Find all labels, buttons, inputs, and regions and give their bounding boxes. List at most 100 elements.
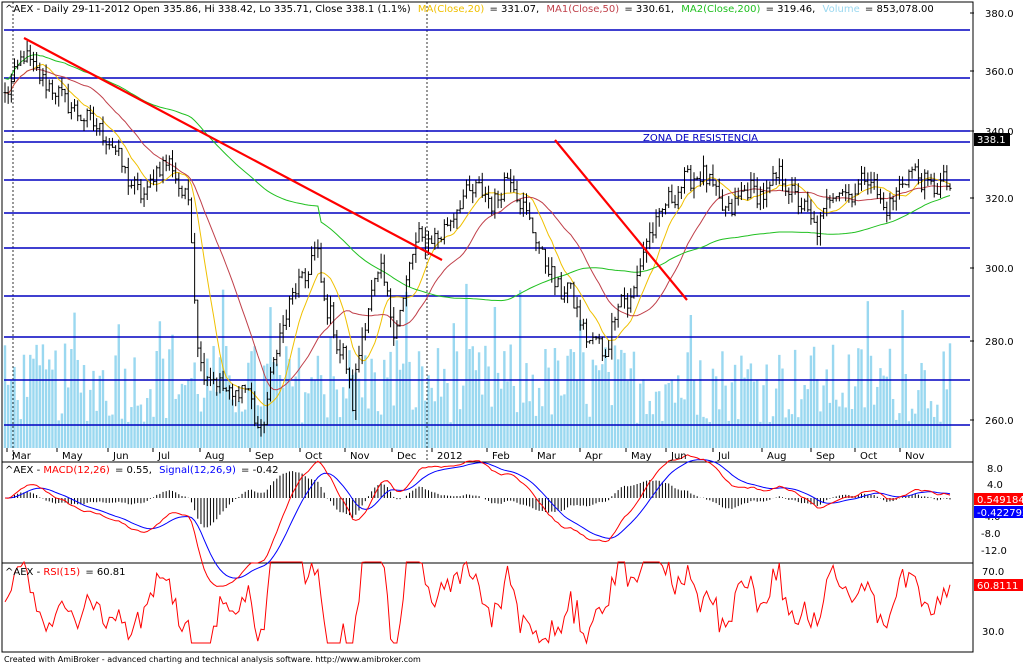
last-price-badge-bg [974, 133, 1010, 146]
volume-bar [784, 417, 787, 448]
volume-bar [51, 369, 54, 448]
x-tick-label: Jun [112, 451, 129, 462]
volume-bar [364, 355, 367, 448]
volume-bar [234, 412, 237, 448]
volume-bar [218, 357, 222, 448]
volume-bar [509, 344, 512, 448]
volume-bar [613, 345, 617, 448]
volume-bar [402, 363, 405, 448]
volume-bar [601, 364, 604, 448]
volume-bar [563, 394, 566, 448]
macd-lines [4, 454, 951, 587]
macd-y-tick-label: -8.0 [981, 529, 1001, 540]
x-tick-label: Nov [350, 451, 370, 462]
volume-bar [572, 352, 576, 448]
macd-y-tick-label: -12.0 [981, 546, 1007, 557]
volume-bar [420, 366, 424, 448]
volume-bar [518, 290, 522, 448]
volume-bar [465, 283, 468, 448]
volume-bar [866, 301, 870, 448]
volume-bar [541, 406, 544, 448]
macd-label: MACD(12,26) [43, 465, 110, 476]
volume-bar [471, 346, 474, 448]
volume-bar [895, 419, 898, 448]
volume-bar [177, 394, 181, 448]
volume-bar [841, 392, 844, 448]
volume-bar [6, 384, 10, 448]
volume-bar [835, 399, 838, 448]
volume-bar [373, 372, 376, 448]
volume-bar [319, 375, 323, 448]
volume-bar [360, 397, 364, 448]
volume-bar [901, 310, 904, 448]
volume-bar [310, 377, 313, 448]
volume-bar [692, 380, 696, 448]
volume-bar [117, 324, 120, 448]
volume-bar [10, 380, 13, 448]
volume-bar [54, 350, 57, 448]
volume-bar [585, 403, 588, 448]
volume-bar [455, 351, 459, 448]
volume-bar [569, 349, 572, 448]
volume-bar [60, 413, 64, 448]
macd-y-tick-label: 4.0 [987, 480, 1003, 491]
ma20-label: MA(Close,20) [418, 4, 485, 15]
volume-bar [910, 408, 914, 448]
volume-bar [699, 360, 702, 448]
volume-bar [626, 380, 629, 448]
volume-bar [13, 366, 16, 448]
volume-bar [676, 375, 680, 448]
volume-bar [326, 417, 329, 448]
volume-bar [607, 371, 610, 448]
volume-bar [604, 347, 607, 448]
volume-bar [702, 416, 705, 448]
volume-bar [452, 323, 455, 448]
volume-bar [76, 359, 79, 448]
volume-bar [579, 319, 582, 448]
volume-bar [316, 355, 320, 448]
volume-bar [38, 365, 41, 448]
volume-bar [386, 377, 389, 448]
volume-bar [370, 358, 373, 448]
volume-bar [142, 421, 146, 448]
volume-bar [936, 404, 939, 448]
volume-bar [278, 375, 282, 448]
volume-bar [733, 364, 737, 448]
volume-bar [904, 374, 907, 448]
volume-bar [16, 400, 19, 448]
volume-bar [411, 409, 414, 448]
volume-bar [458, 409, 462, 448]
volume-bar [307, 393, 310, 448]
rsi-y-axis: 30.0 70.0 [982, 567, 1004, 638]
volume-bar [389, 351, 392, 448]
volume-bar [300, 422, 304, 448]
volume-bar [247, 362, 250, 448]
volume-bar [923, 370, 926, 448]
price-header: ^AEX - Daily 29-11-2012 Open 335.86, Hi … [5, 4, 934, 15]
volume-bar [240, 411, 244, 448]
x-tick-label: Aug [767, 451, 787, 462]
volume-bar [484, 345, 487, 448]
volume-bar [907, 421, 911, 448]
volume-bar [667, 382, 670, 448]
signal-badge-bg [974, 506, 1023, 518]
signal-line [5, 459, 951, 579]
volume-bar [439, 396, 443, 448]
volume-bar [756, 380, 759, 448]
volume-bar [304, 392, 307, 448]
volume-bar [215, 391, 218, 448]
volume-bar [35, 344, 38, 448]
volume-bar [67, 387, 70, 448]
volume-bar [341, 387, 345, 448]
volume-bar [686, 352, 689, 448]
volume-bar [597, 370, 601, 448]
trendlines [23, 37, 688, 301]
volume-bar [164, 417, 168, 448]
x-tick-label: Oct [860, 451, 877, 462]
volume-bar [920, 362, 923, 448]
volume-bar [746, 369, 749, 448]
volume-bar [819, 411, 822, 448]
volume-bar [661, 420, 664, 448]
volume-bar [136, 405, 139, 448]
volume-bar [714, 376, 718, 448]
